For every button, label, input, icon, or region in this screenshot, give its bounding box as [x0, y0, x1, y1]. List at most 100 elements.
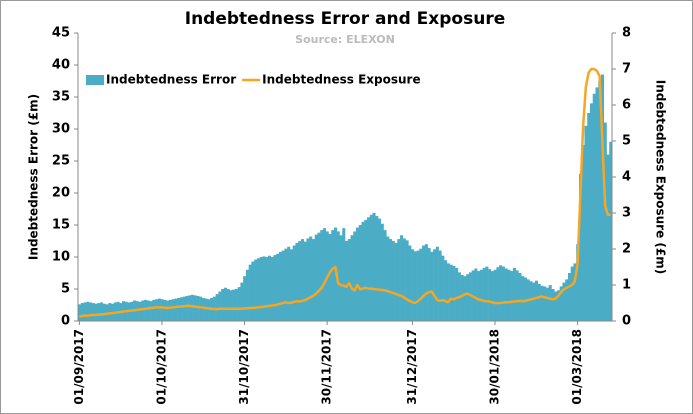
y-tick-label: 45	[52, 26, 70, 41]
bar	[501, 266, 505, 321]
bar	[408, 245, 412, 321]
bar	[336, 231, 340, 321]
bar	[532, 282, 536, 321]
bar	[265, 257, 269, 321]
bar	[361, 221, 365, 321]
bar	[422, 245, 426, 321]
bar	[160, 299, 164, 321]
y-tick-label: 5	[61, 282, 70, 297]
bar	[350, 235, 354, 321]
bar	[540, 285, 544, 321]
x-tick-label: 01/10/2017	[154, 329, 168, 405]
bar	[89, 302, 93, 321]
y-tick-label: 25	[52, 154, 70, 169]
bar	[543, 286, 547, 321]
bar	[386, 236, 390, 321]
bar	[218, 291, 222, 321]
bar	[317, 232, 321, 321]
bar	[529, 281, 533, 321]
y-tick-label: 15	[52, 218, 70, 233]
bar	[441, 255, 445, 321]
bar	[171, 299, 175, 321]
bar	[201, 297, 205, 321]
y-tick-label: 35	[52, 90, 70, 105]
bar	[397, 239, 401, 321]
bar	[609, 141, 613, 321]
bar	[512, 267, 516, 321]
y-tick-label: 30	[52, 122, 70, 137]
x-tick-label: 01/03/2018	[570, 329, 584, 405]
bar	[490, 271, 494, 321]
y2-tick-label: 8	[622, 26, 631, 41]
bar	[100, 302, 104, 321]
y2-tick-label: 2	[622, 242, 631, 257]
bar	[243, 276, 247, 321]
bar	[581, 145, 585, 321]
bar	[273, 255, 277, 321]
bar	[102, 303, 106, 321]
bar	[256, 258, 260, 321]
x-tick-label: 30/11/2017	[320, 329, 334, 405]
y2-tick-label: 0	[622, 314, 631, 329]
y2-tick-label: 6	[622, 98, 631, 113]
bar	[108, 303, 112, 321]
bar	[551, 289, 555, 321]
bar	[463, 276, 467, 321]
bar	[353, 231, 357, 321]
bar	[221, 289, 225, 321]
bar	[430, 251, 434, 321]
bar	[559, 286, 563, 321]
bar	[298, 241, 302, 321]
bar	[287, 246, 291, 321]
bar	[405, 240, 409, 321]
legend-label: Indebtedness Error	[106, 73, 236, 87]
bar	[83, 302, 87, 321]
bar	[229, 290, 233, 321]
bar	[534, 280, 538, 321]
y-tick-label: 40	[52, 58, 70, 73]
bar	[389, 239, 393, 321]
bar	[358, 225, 362, 321]
bar	[427, 248, 431, 321]
bar	[259, 257, 263, 321]
bar	[402, 238, 406, 321]
bar	[424, 244, 428, 321]
bar	[537, 283, 541, 321]
bar	[204, 298, 208, 321]
bar	[435, 246, 439, 321]
bar	[94, 303, 98, 321]
bar	[248, 264, 252, 321]
bar	[400, 235, 404, 321]
bar	[603, 122, 607, 321]
bar	[163, 299, 167, 321]
legend-label: Indebtedness Exposure	[262, 73, 420, 87]
bar	[345, 241, 349, 321]
bar	[270, 257, 274, 321]
bar	[245, 269, 249, 321]
y2-tick-label: 3	[622, 206, 631, 221]
legend-swatch	[86, 75, 104, 85]
bar	[314, 234, 318, 321]
line	[79, 67, 611, 318]
bar	[237, 287, 241, 321]
x-tick-label: 31/10/2017	[237, 329, 251, 405]
bar	[413, 251, 417, 321]
bar	[438, 250, 442, 321]
bar	[455, 267, 459, 321]
bar	[545, 287, 549, 321]
bar	[215, 294, 219, 321]
bar	[488, 269, 492, 321]
bar	[193, 295, 197, 321]
bar	[391, 241, 395, 321]
bar	[144, 299, 148, 321]
bar	[375, 216, 379, 321]
bar	[185, 296, 189, 321]
bar	[562, 282, 566, 321]
bar	[380, 223, 384, 321]
bar	[372, 212, 376, 321]
bar	[369, 214, 373, 321]
bar	[449, 264, 453, 321]
bar	[309, 236, 313, 321]
bar	[548, 285, 552, 321]
bar	[515, 270, 519, 321]
